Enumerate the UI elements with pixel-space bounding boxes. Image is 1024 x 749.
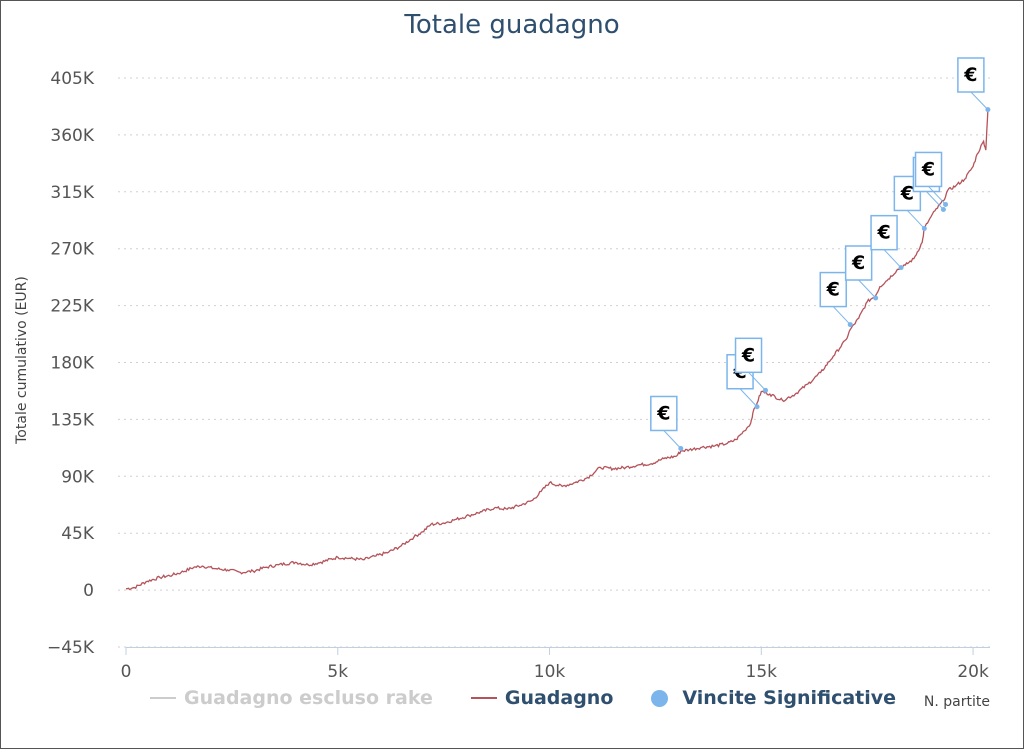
flag-marker[interactable]: €	[819, 271, 853, 328]
legend-label: Guadagno	[504, 687, 614, 709]
x-tick-label: 5k	[327, 662, 348, 682]
flag-connector	[748, 371, 766, 391]
y-tick-label: 405K	[50, 69, 94, 89]
flag-connector	[832, 306, 851, 325]
y-axis-label: Totale cumulativo (EUR)	[14, 276, 30, 444]
chart-title: Totale guadagno	[404, 10, 620, 40]
flag-box[interactable]	[914, 151, 943, 188]
legend-item-vincite-significative[interactable]: Vincite Significative	[651, 687, 896, 709]
legend-item-guadagno-escluso-rake[interactable]: Guadagno escluso rake	[150, 687, 433, 709]
legend: Guadagno escluso rake Guadagno Vincite S…	[150, 684, 934, 712]
flag-text: €	[656, 402, 670, 424]
flag-box[interactable]	[819, 271, 847, 308]
flag-box[interactable]	[870, 214, 898, 251]
y-tick-label: 45K	[61, 524, 95, 544]
legend-item-guadagno[interactable]: Guadagno	[470, 687, 614, 709]
y-tick-label: 225K	[50, 297, 94, 317]
y-tick-label: 270K	[50, 240, 94, 260]
x-tick-label: 15k	[746, 662, 778, 682]
flag-text: €	[741, 344, 755, 366]
flag-box[interactable]	[734, 337, 763, 374]
flag-connector	[926, 191, 944, 210]
flag-point	[754, 404, 760, 410]
series-line-guadagno[interactable]	[125, 109, 989, 591]
x-axis-label: N. partite	[923, 694, 990, 710]
flag-box[interactable]	[957, 57, 985, 93]
flag-point	[985, 107, 991, 113]
y-tick-label: 90K	[61, 467, 95, 487]
y-tick-label: 315K	[50, 183, 94, 203]
flag-connector	[970, 91, 989, 110]
flag-text: €	[900, 182, 914, 204]
y-tick-label: 135K	[50, 410, 94, 430]
flag-marker[interactable]: €	[734, 337, 769, 393]
flag-marker[interactable]: €	[650, 395, 684, 451]
flag-connector	[883, 249, 902, 269]
flag-marker[interactable]: €	[914, 151, 949, 207]
legend-line-icon	[470, 697, 497, 699]
flag-marker[interactable]: €	[957, 57, 991, 113]
flag-box[interactable]	[844, 245, 873, 281]
flag-connector	[663, 430, 682, 449]
flag-box[interactable]	[650, 395, 678, 432]
flag-point	[921, 225, 927, 231]
flag-point	[873, 295, 879, 301]
y-tick-label: 180K	[50, 354, 94, 374]
legend-label: Guadagno escluso rake	[184, 687, 433, 709]
flag-text: €	[876, 222, 890, 244]
series-layer[interactable]	[125, 109, 989, 591]
axes: −45K 0 45K 90K 135K 180K 225K 270K 315K 360K 405K 0…	[47, 69, 990, 682]
flag-text: €	[921, 158, 935, 180]
flag-point	[678, 445, 684, 451]
x-tick-label: 0	[121, 662, 132, 682]
legend-dot-icon	[651, 689, 669, 707]
legend-line-icon	[150, 697, 176, 699]
flag-text: €	[826, 279, 840, 301]
flag-text: €	[851, 252, 865, 274]
flag-point	[763, 387, 769, 393]
flag-marker[interactable]: €	[844, 245, 879, 301]
flag-point	[940, 207, 946, 213]
x-tick-label: 20k	[957, 662, 989, 682]
x-tick-label: 10k	[534, 662, 566, 682]
flag-connector	[858, 279, 877, 299]
y-tick-label: 360K	[50, 126, 94, 146]
flag-text: €	[963, 64, 977, 86]
flags-layer[interactable]: €€€€€€€€€€	[650, 57, 991, 451]
flag-connector	[906, 210, 925, 229]
flag-point	[898, 265, 904, 271]
grid-lines	[118, 77, 990, 648]
y-tick-label: 0	[83, 581, 94, 601]
y-tick-label: −45K	[47, 638, 95, 658]
flag-point	[943, 201, 949, 207]
flag-connector	[928, 186, 946, 205]
flag-marker[interactable]: €	[893, 175, 927, 231]
flag-connector	[739, 388, 758, 408]
flag-point	[847, 322, 853, 328]
flag-marker[interactable]: €	[870, 214, 904, 271]
legend-label: Vincite Significative	[682, 687, 897, 709]
